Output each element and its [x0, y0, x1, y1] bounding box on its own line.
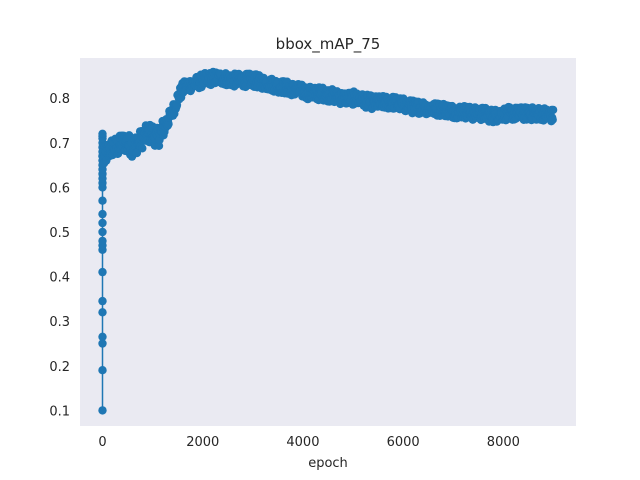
y-tick-label: 0.8	[49, 92, 70, 107]
series-layer	[98, 67, 558, 415]
data-point	[98, 196, 107, 205]
y-tick-label: 0.1	[49, 404, 70, 419]
data-point	[98, 209, 107, 219]
y-tick-label: 0.3	[49, 315, 70, 330]
data-point	[98, 236, 107, 246]
x-tick-label: 8000	[487, 435, 520, 450]
data-point	[98, 406, 107, 415]
data-point	[132, 148, 142, 158]
data-point	[98, 218, 107, 228]
data-point	[98, 366, 107, 375]
data-point	[138, 144, 147, 153]
data-point	[98, 296, 107, 306]
y-tick-label: 0.2	[49, 360, 70, 375]
x-tick-label: 0	[98, 435, 106, 450]
data-point	[98, 227, 107, 237]
data-point	[98, 339, 107, 348]
data-point	[548, 115, 557, 124]
y-tick-label: 0.7	[49, 137, 70, 152]
y-tick-label: 0.5	[49, 226, 70, 241]
x-tick-label: 2000	[186, 435, 219, 450]
y-axis: 0.1 0.2 0.3 0.4 0.5 0.6 0.7 0.8	[49, 92, 70, 419]
chart-title: bbox_mAP_75	[276, 35, 381, 54]
data-point	[98, 267, 107, 277]
y-tick-label: 0.4	[49, 271, 70, 286]
data-point	[164, 119, 173, 129]
y-tick-label: 0.6	[49, 181, 70, 196]
x-tick-label: 6000	[387, 435, 420, 450]
x-axis-title: epoch	[308, 456, 348, 471]
data-point	[98, 308, 107, 317]
data-point	[548, 105, 558, 115]
data-point	[98, 332, 107, 341]
x-tick-label: 4000	[286, 435, 319, 450]
data-point	[98, 129, 107, 138]
x-axis: 0 2000 4000 6000 8000	[98, 435, 519, 450]
